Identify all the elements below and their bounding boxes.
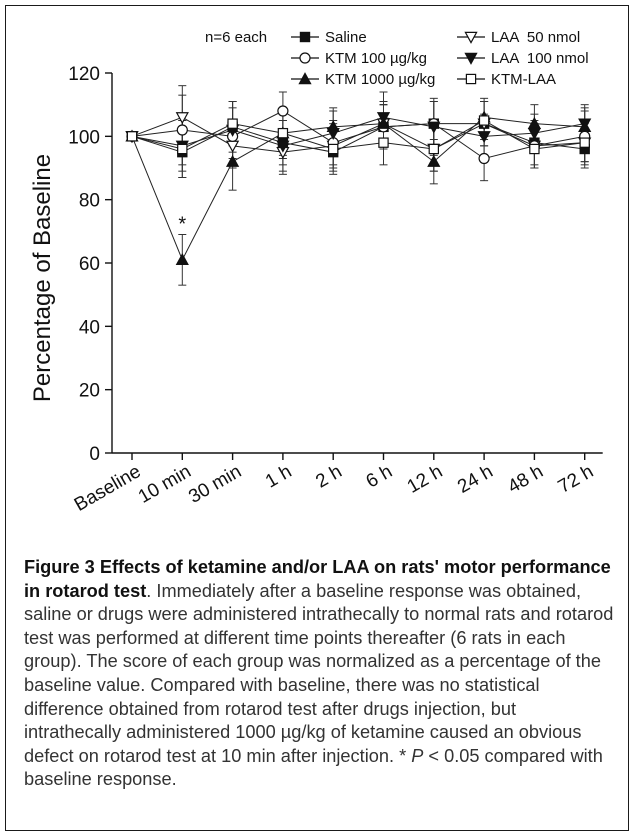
caption-p-symbol: P <box>411 745 424 766</box>
x-tick-label: 12 h <box>404 461 447 498</box>
data-point <box>225 154 240 167</box>
legend-marker <box>464 52 478 65</box>
y-tick-label: 60 <box>79 254 100 275</box>
legend-item: Saline <box>291 29 367 46</box>
data-point <box>378 137 389 148</box>
caption-body-1: . Immediately after a baseline response … <box>24 580 614 766</box>
legend-label: Saline <box>325 29 367 46</box>
series-line <box>131 110 585 160</box>
x-tick-label: 10 min <box>135 461 195 508</box>
legend-marker <box>298 72 312 85</box>
x-tick-label: 2 h <box>312 461 345 492</box>
data-point <box>427 154 441 167</box>
data-point <box>427 121 441 134</box>
significance-asterisk: * <box>178 214 186 236</box>
legend-item: KTM 1000 µg/kg <box>291 71 435 88</box>
data-point <box>277 105 289 117</box>
data-point <box>175 252 189 266</box>
caption-title: Figure 3 Effects of ketamine and/or LAA … <box>24 557 611 601</box>
legend-label: KTM 1000 µg/kg <box>325 71 435 88</box>
data-point <box>176 124 188 136</box>
data-point <box>376 116 391 129</box>
legend-item: LAA 50 nmol <box>457 29 580 46</box>
y-tick-label: 20 <box>79 381 100 402</box>
data-point <box>326 119 340 133</box>
data-point <box>527 116 542 129</box>
x-tick-label: 48 h <box>504 461 547 498</box>
series-laa-100-nmol <box>131 91 589 172</box>
x-tick-label: 72 h <box>555 461 598 498</box>
x-tick-label: 6 h <box>363 461 396 492</box>
caption-body-2: < 0.05 compared with baseline response. <box>24 745 603 790</box>
data-point <box>227 118 238 129</box>
data-point <box>478 115 490 126</box>
data-point <box>477 131 491 144</box>
legend-item: KTM 100 µg/kg <box>291 50 427 67</box>
y-axis-title: Percentage of Baseline <box>29 154 56 402</box>
data-point <box>428 143 440 155</box>
legend-label: LAA 100 nmol <box>491 50 589 67</box>
data-point <box>277 127 289 139</box>
data-point <box>578 119 592 133</box>
figure-caption: Figure 3 Effects of ketamine and/or LAA … <box>24 556 616 792</box>
legend-label: KTM-LAA <box>491 71 556 88</box>
data-point <box>276 140 290 153</box>
x-tick-label: Baseline <box>71 461 145 516</box>
legend-marker <box>465 73 477 85</box>
series-line <box>131 119 585 150</box>
data-point <box>175 112 189 125</box>
series-laa-50-nmol <box>131 85 589 175</box>
legend-marker <box>464 31 478 44</box>
x-tick-label: 30 min <box>185 461 245 508</box>
chart-annotations: * <box>178 214 186 236</box>
series-ktm-1000-g-kg <box>131 97 589 286</box>
legend-label: KTM 100 µg/kg <box>325 50 427 67</box>
series-markers <box>126 118 590 158</box>
data-point <box>529 143 540 155</box>
y-tick-label: 40 <box>79 317 100 338</box>
chart-series <box>125 85 592 286</box>
series-line <box>131 123 585 153</box>
legend-item: LAA 100 nmol <box>457 50 589 67</box>
series-ktm-100-g-kg <box>131 91 589 182</box>
data-point <box>126 131 138 142</box>
figure-label: Figure 3 <box>24 557 95 577</box>
data-point <box>177 143 188 155</box>
data-point <box>579 137 590 148</box>
y-tick-label: 0 <box>89 444 100 465</box>
y-tick-label: 120 <box>68 64 100 85</box>
legend-item: KTM-LAA <box>457 71 556 88</box>
figure-frame <box>5 5 629 831</box>
y-tick-label: 80 <box>79 191 100 212</box>
data-point <box>328 143 339 155</box>
x-tick-label: 24 h <box>454 461 497 498</box>
legend-label: LAA 50 nmol <box>491 29 580 46</box>
data-point <box>478 152 490 165</box>
y-tick-label: 100 <box>68 127 100 148</box>
series-markers <box>126 115 590 155</box>
series-line <box>131 116 585 262</box>
legend-marker <box>299 31 311 43</box>
caption-title-text: Effects of ketamine and/or LAA on rats' … <box>24 557 611 601</box>
legend-marker <box>299 52 311 64</box>
legend-header: n=6 each <box>205 29 267 46</box>
x-tick-label: 1 h <box>262 461 295 492</box>
line-chart: 0 20 40 60 80 100 120 Percentage of Baseline Bas… <box>29 29 603 516</box>
chart-legend: n=6 each Saline LAA 50 nmol KTM 100 µg/kg LA… <box>205 29 589 88</box>
